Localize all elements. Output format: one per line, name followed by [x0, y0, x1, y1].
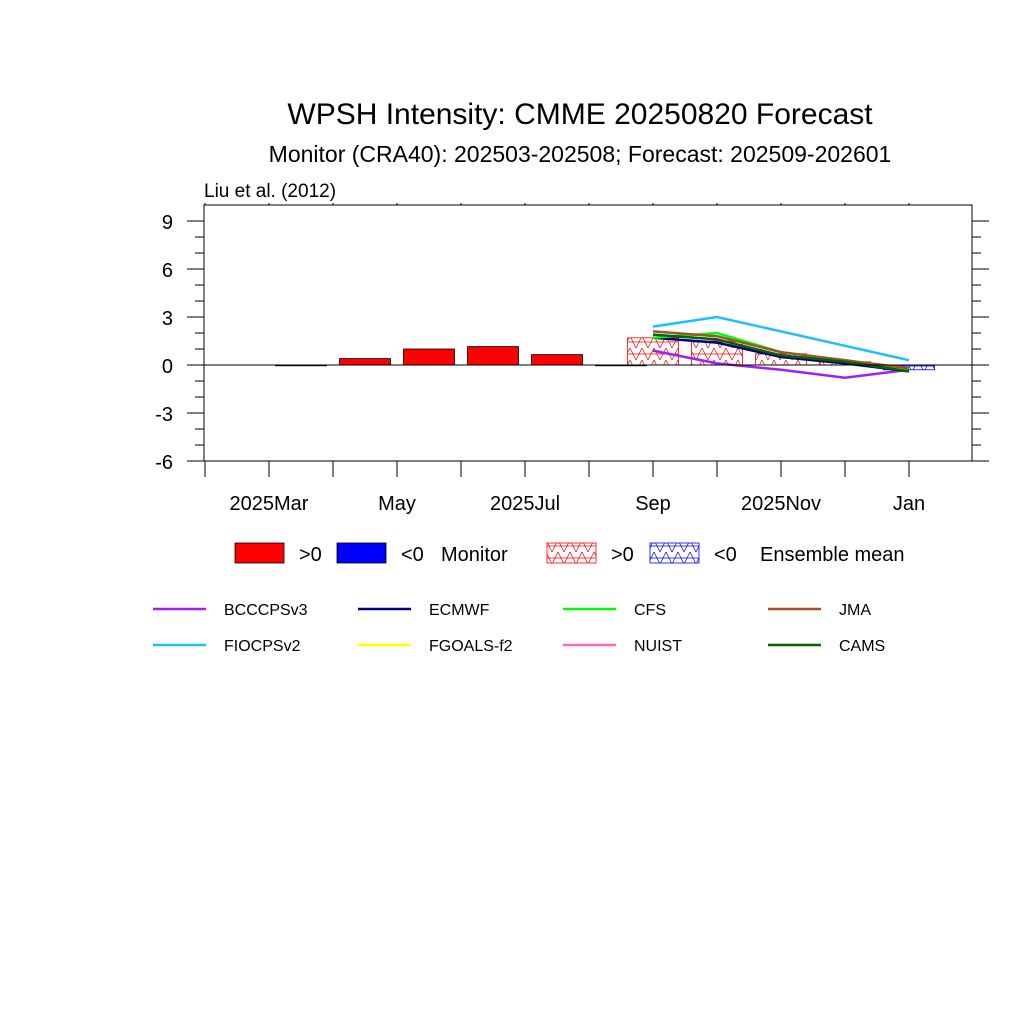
- legend-swatch-monitor-negative: [336, 542, 387, 564]
- plot-frame: [203, 204, 973, 462]
- x-tick-label: 2025Mar: [230, 493, 309, 515]
- legend-label-cfs: CFS: [634, 602, 666, 619]
- x-tick-label: May: [378, 493, 416, 515]
- legend-label-fiocpsv2: FIOCPSv2: [224, 638, 301, 655]
- legend-label-negative: <0: [401, 544, 424, 566]
- legend-label-positive: >0: [611, 544, 634, 566]
- series-line-bcccpsv3: [652, 349, 910, 380]
- chart-title: WPSH Intensity: CMME 20250820 Forecast: [287, 98, 873, 131]
- legend-label-nuist: NUIST: [634, 638, 682, 655]
- y-tick-label: -6: [155, 452, 173, 474]
- legend-label-ecmwf: ECMWF: [429, 602, 490, 619]
- monitor-bar: [467, 346, 519, 366]
- y-tick-label: 9: [162, 212, 173, 234]
- monitor-bar: [339, 358, 391, 366]
- plot-area: [275, 315, 935, 380]
- y-tick-label: -3: [155, 404, 173, 426]
- legend-label-ensemble-mean: Ensemble mean: [760, 544, 905, 566]
- legend-label-negative: <0: [714, 544, 737, 566]
- y-tick-label: 0: [162, 356, 173, 378]
- x-tick-label: Sep: [635, 493, 671, 515]
- chart-subtitle: Monitor (CRA40): 202503-202508; Forecast…: [268, 141, 892, 167]
- legend-label-cams: CAMS: [839, 638, 885, 655]
- legend-swatch-ensemble-negative: [649, 542, 700, 564]
- legend-swatch-ensemble-positive: [546, 542, 597, 564]
- legend-label-positive: >0: [299, 544, 322, 566]
- legend-label-monitor: Monitor: [441, 544, 508, 566]
- legend-label-jma: JMA: [839, 602, 871, 619]
- y-tick-label: 3: [162, 308, 173, 330]
- series-line-fiocpsv2: [652, 315, 910, 362]
- x-tick-label: 2025Jul: [490, 493, 560, 515]
- legend-swatch-monitor-positive: [234, 542, 285, 564]
- monitor-bar: [531, 354, 583, 366]
- chart-reference-note: Liu et al. (2012): [204, 181, 337, 202]
- legend-label-fgoals-f2: FGOALS-f2: [429, 638, 513, 655]
- axes: -6 -3 0 3 6 9 2025Mar May 2025Jul Sep 2025Nov Jan: [155, 203, 989, 515]
- x-tick-label: Jan: [893, 493, 925, 515]
- legend: >0 <0 Monitor >0 <0 Ensemble mean BCCCPSv3 ECMW…: [153, 542, 905, 655]
- legend-label-bcccpsv3: BCCCPSv3: [224, 602, 308, 619]
- series-line-jma: [652, 330, 910, 370]
- y-tick-label: 6: [162, 260, 173, 282]
- x-tick-label: 2025Nov: [741, 493, 821, 515]
- monitor-bar: [403, 348, 455, 366]
